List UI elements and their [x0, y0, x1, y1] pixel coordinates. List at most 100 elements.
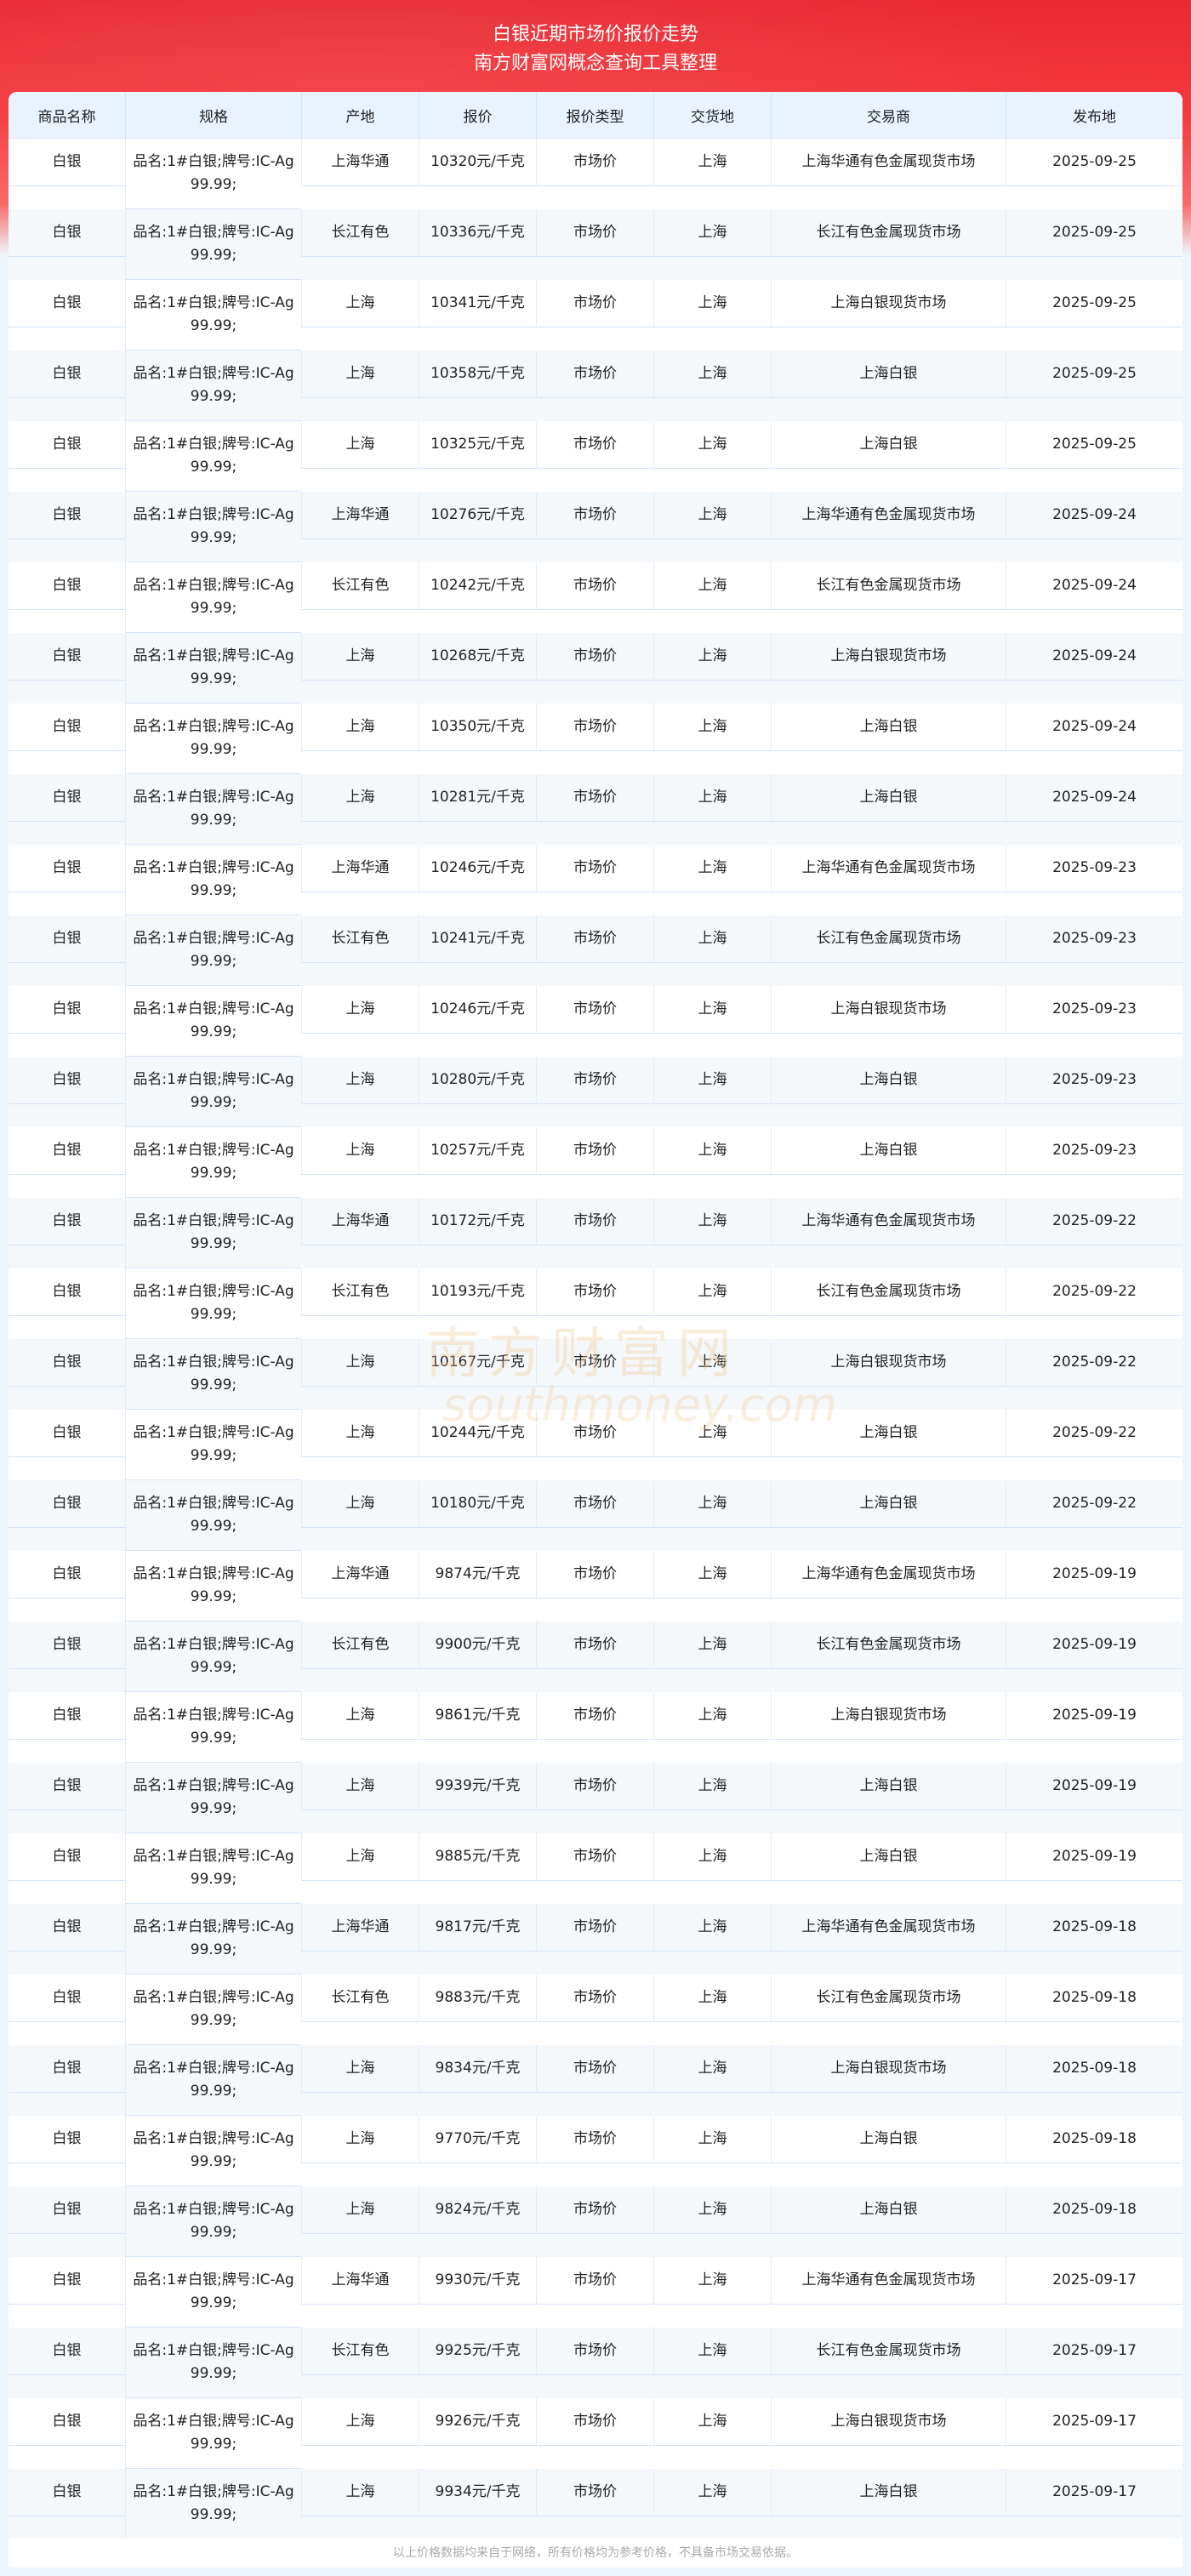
cell-trader: 上海白银	[771, 2116, 1006, 2163]
cell-publish-date: 2025-09-23	[1006, 1127, 1182, 1175]
cell-trader: 上海华通有色金属现货市场	[771, 1198, 1006, 1245]
cell-delivery-place: 上海	[653, 2257, 771, 2305]
cell-publish-date: 2025-09-18	[1006, 2116, 1182, 2163]
table-body: 白银 品名:1#白银;牌号:IC-Ag99.99; 上海华通 10320元/千克 市场价…	[9, 139, 1182, 2539]
cell-publish-date: 2025-09-18	[1006, 1904, 1182, 1952]
table-row: 白银 品名:1#白银;牌号:IC-Ag99.99; 长江有色 9900元/千克 市场价上…	[9, 1621, 1182, 1692]
cell-trader: 上海华通有色金属现货市场	[771, 1551, 1006, 1599]
cell-trader: 上海白银	[771, 2469, 1006, 2516]
cell-publish-date: 2025-09-24	[1006, 492, 1182, 539]
table-row: 白银 品名:1#白银;牌号:IC-Ag99.99; 上海 10180元/千克 市场价 上海…	[9, 1480, 1182, 1551]
cell-origin: 上海华通	[301, 845, 419, 892]
cell-origin: 上海	[301, 2469, 419, 2516]
table-row: 白银 品名:1#白银;牌号:IC-Ag99.99; 上海 10268元/千克 市场价 上海…	[9, 633, 1182, 704]
cell-product-name: 白银	[9, 704, 125, 751]
cell-delivery-place: 上海	[653, 2045, 771, 2093]
cell-price-type: 市场价	[536, 1480, 653, 1528]
column-header-delivery-place: 交货地	[653, 92, 771, 138]
cell-delivery-place: 上海	[653, 1904, 771, 1952]
cell-product-name: 白银	[9, 845, 125, 892]
cell-product-name: 白银	[9, 280, 125, 328]
cell-spec: 品名:1#白银;牌号:IC-Ag99.99;	[125, 209, 301, 280]
table-row: 白银 品名:1#白银;牌号:IC-Ag99.99; 上海 9834元/千克 市场价 上海上…	[9, 2045, 1182, 2116]
cell-product-name: 白银	[9, 2257, 125, 2305]
cell-price: 10172元/千克	[419, 1198, 536, 1245]
cell-price-type: 市场价	[536, 2045, 653, 2093]
cell-trader: 上海华通有色金属现货市场	[771, 1904, 1006, 1952]
cell-price: 9817元/千克	[419, 1904, 536, 1952]
cell-price-type: 市场价	[536, 2398, 653, 2446]
cell-trader: 上海白银	[771, 421, 1006, 469]
cell-publish-date: 2025-09-23	[1006, 986, 1182, 1034]
cell-origin: 上海	[301, 1127, 419, 1175]
cell-publish-date: 2025-09-17	[1006, 2328, 1182, 2375]
table-row: 白银 品名:1#白银;牌号:IC-Ag99.99; 上海华通 9874元/千克 市场价上…	[9, 1551, 1182, 1621]
cell-publish-date: 2025-09-23	[1006, 915, 1182, 963]
cell-price: 9885元/千克	[419, 1833, 536, 1881]
cell-publish-date: 2025-09-18	[1006, 2045, 1182, 2093]
cell-product-name: 白银	[9, 492, 125, 539]
cell-trader: 长江有色金属现货市场	[771, 1268, 1006, 1316]
cell-delivery-place: 上海	[653, 1057, 771, 1104]
cell-publish-date: 2025-09-25	[1006, 350, 1182, 398]
cell-product-name: 白银	[9, 1692, 125, 1740]
column-header-price-type: 报价类型	[536, 92, 653, 138]
cell-origin: 长江有色	[301, 562, 419, 610]
cell-product-name: 白银	[9, 139, 125, 186]
cell-price: 10325元/千克	[419, 421, 536, 469]
cell-origin: 上海	[301, 2045, 419, 2093]
cell-price: 10350元/千克	[419, 704, 536, 751]
cell-origin: 上海	[301, 1833, 419, 1881]
cell-delivery-place: 上海	[653, 2328, 771, 2375]
cell-product-name: 白银	[9, 774, 125, 822]
cell-price: 10341元/千克	[419, 280, 536, 328]
cell-delivery-place: 上海	[653, 1410, 771, 1457]
cell-spec: 品名:1#白银;牌号:IC-Ag99.99;	[125, 2398, 301, 2469]
cell-origin: 长江有色	[301, 915, 419, 963]
cell-spec: 品名:1#白银;牌号:IC-Ag99.99;	[125, 350, 301, 421]
cell-spec: 品名:1#白银;牌号:IC-Ag99.99;	[125, 845, 301, 915]
cell-price-type: 市场价	[536, 1198, 653, 1245]
cell-origin: 长江有色	[301, 1621, 419, 1669]
column-header-spec: 规格	[125, 92, 301, 138]
cell-price: 9930元/千克	[419, 2257, 536, 2305]
cell-price-type: 市场价	[536, 1833, 653, 1881]
cell-origin: 上海	[301, 774, 419, 822]
cell-spec: 品名:1#白银;牌号:IC-Ag99.99;	[125, 1410, 301, 1480]
cell-origin: 上海	[301, 421, 419, 469]
cell-product-name: 白银	[9, 1621, 125, 1669]
cell-origin: 上海华通	[301, 139, 419, 186]
cell-trader: 上海白银	[771, 774, 1006, 822]
cell-price-type: 市场价	[536, 915, 653, 963]
cell-publish-date: 2025-09-19	[1006, 1551, 1182, 1599]
cell-origin: 上海	[301, 1763, 419, 1810]
cell-spec: 品名:1#白银;牌号:IC-Ag99.99;	[125, 915, 301, 986]
cell-origin: 上海华通	[301, 1198, 419, 1245]
cell-product-name: 白银	[9, 2045, 125, 2093]
cell-price-type: 市场价	[536, 2186, 653, 2234]
cell-publish-date: 2025-09-19	[1006, 1833, 1182, 1881]
cell-price: 9824元/千克	[419, 2186, 536, 2234]
cell-delivery-place: 上海	[653, 2398, 771, 2446]
cell-publish-date: 2025-09-25	[1006, 421, 1182, 469]
cell-delivery-place: 上海	[653, 1268, 771, 1316]
cell-spec: 品名:1#白银;牌号:IC-Ag99.99;	[125, 1057, 301, 1127]
cell-trader: 长江有色金属现货市场	[771, 1621, 1006, 1669]
footer-note: 以上价格数据均来自于网络，所有价格均为参考价格，不具备市场交易依据。	[9, 2539, 1182, 2567]
table-row: 白银 品名:1#白银;牌号:IC-Ag99.99; 上海 9934元/千克 市场价 上海上…	[9, 2469, 1182, 2539]
cell-publish-date: 2025-09-17	[1006, 2398, 1182, 2446]
table-row: 白银 品名:1#白银;牌号:IC-Ag99.99; 上海 9885元/千克 市场价 上海上…	[9, 1833, 1182, 1904]
cell-trader: 上海白银现货市场	[771, 986, 1006, 1034]
cell-spec: 品名:1#白银;牌号:IC-Ag99.99;	[125, 280, 301, 350]
cell-trader: 上海白银现货市场	[771, 280, 1006, 328]
cell-trader: 上海白银现货市场	[771, 1339, 1006, 1387]
table-row: 白银 品名:1#白银;牌号:IC-Ag99.99; 长江有色 10336元/千克 市场价…	[9, 209, 1182, 280]
cell-price-type: 市场价	[536, 1551, 653, 1599]
cell-spec: 品名:1#白银;牌号:IC-Ag99.99;	[125, 1975, 301, 2045]
cell-price: 10358元/千克	[419, 350, 536, 398]
cell-spec: 品名:1#白银;牌号:IC-Ag99.99;	[125, 2328, 301, 2398]
cell-price: 10193元/千克	[419, 1268, 536, 1316]
cell-product-name: 白银	[9, 350, 125, 398]
cell-delivery-place: 上海	[653, 2116, 771, 2163]
cell-trader: 上海白银现货市场	[771, 633, 1006, 681]
